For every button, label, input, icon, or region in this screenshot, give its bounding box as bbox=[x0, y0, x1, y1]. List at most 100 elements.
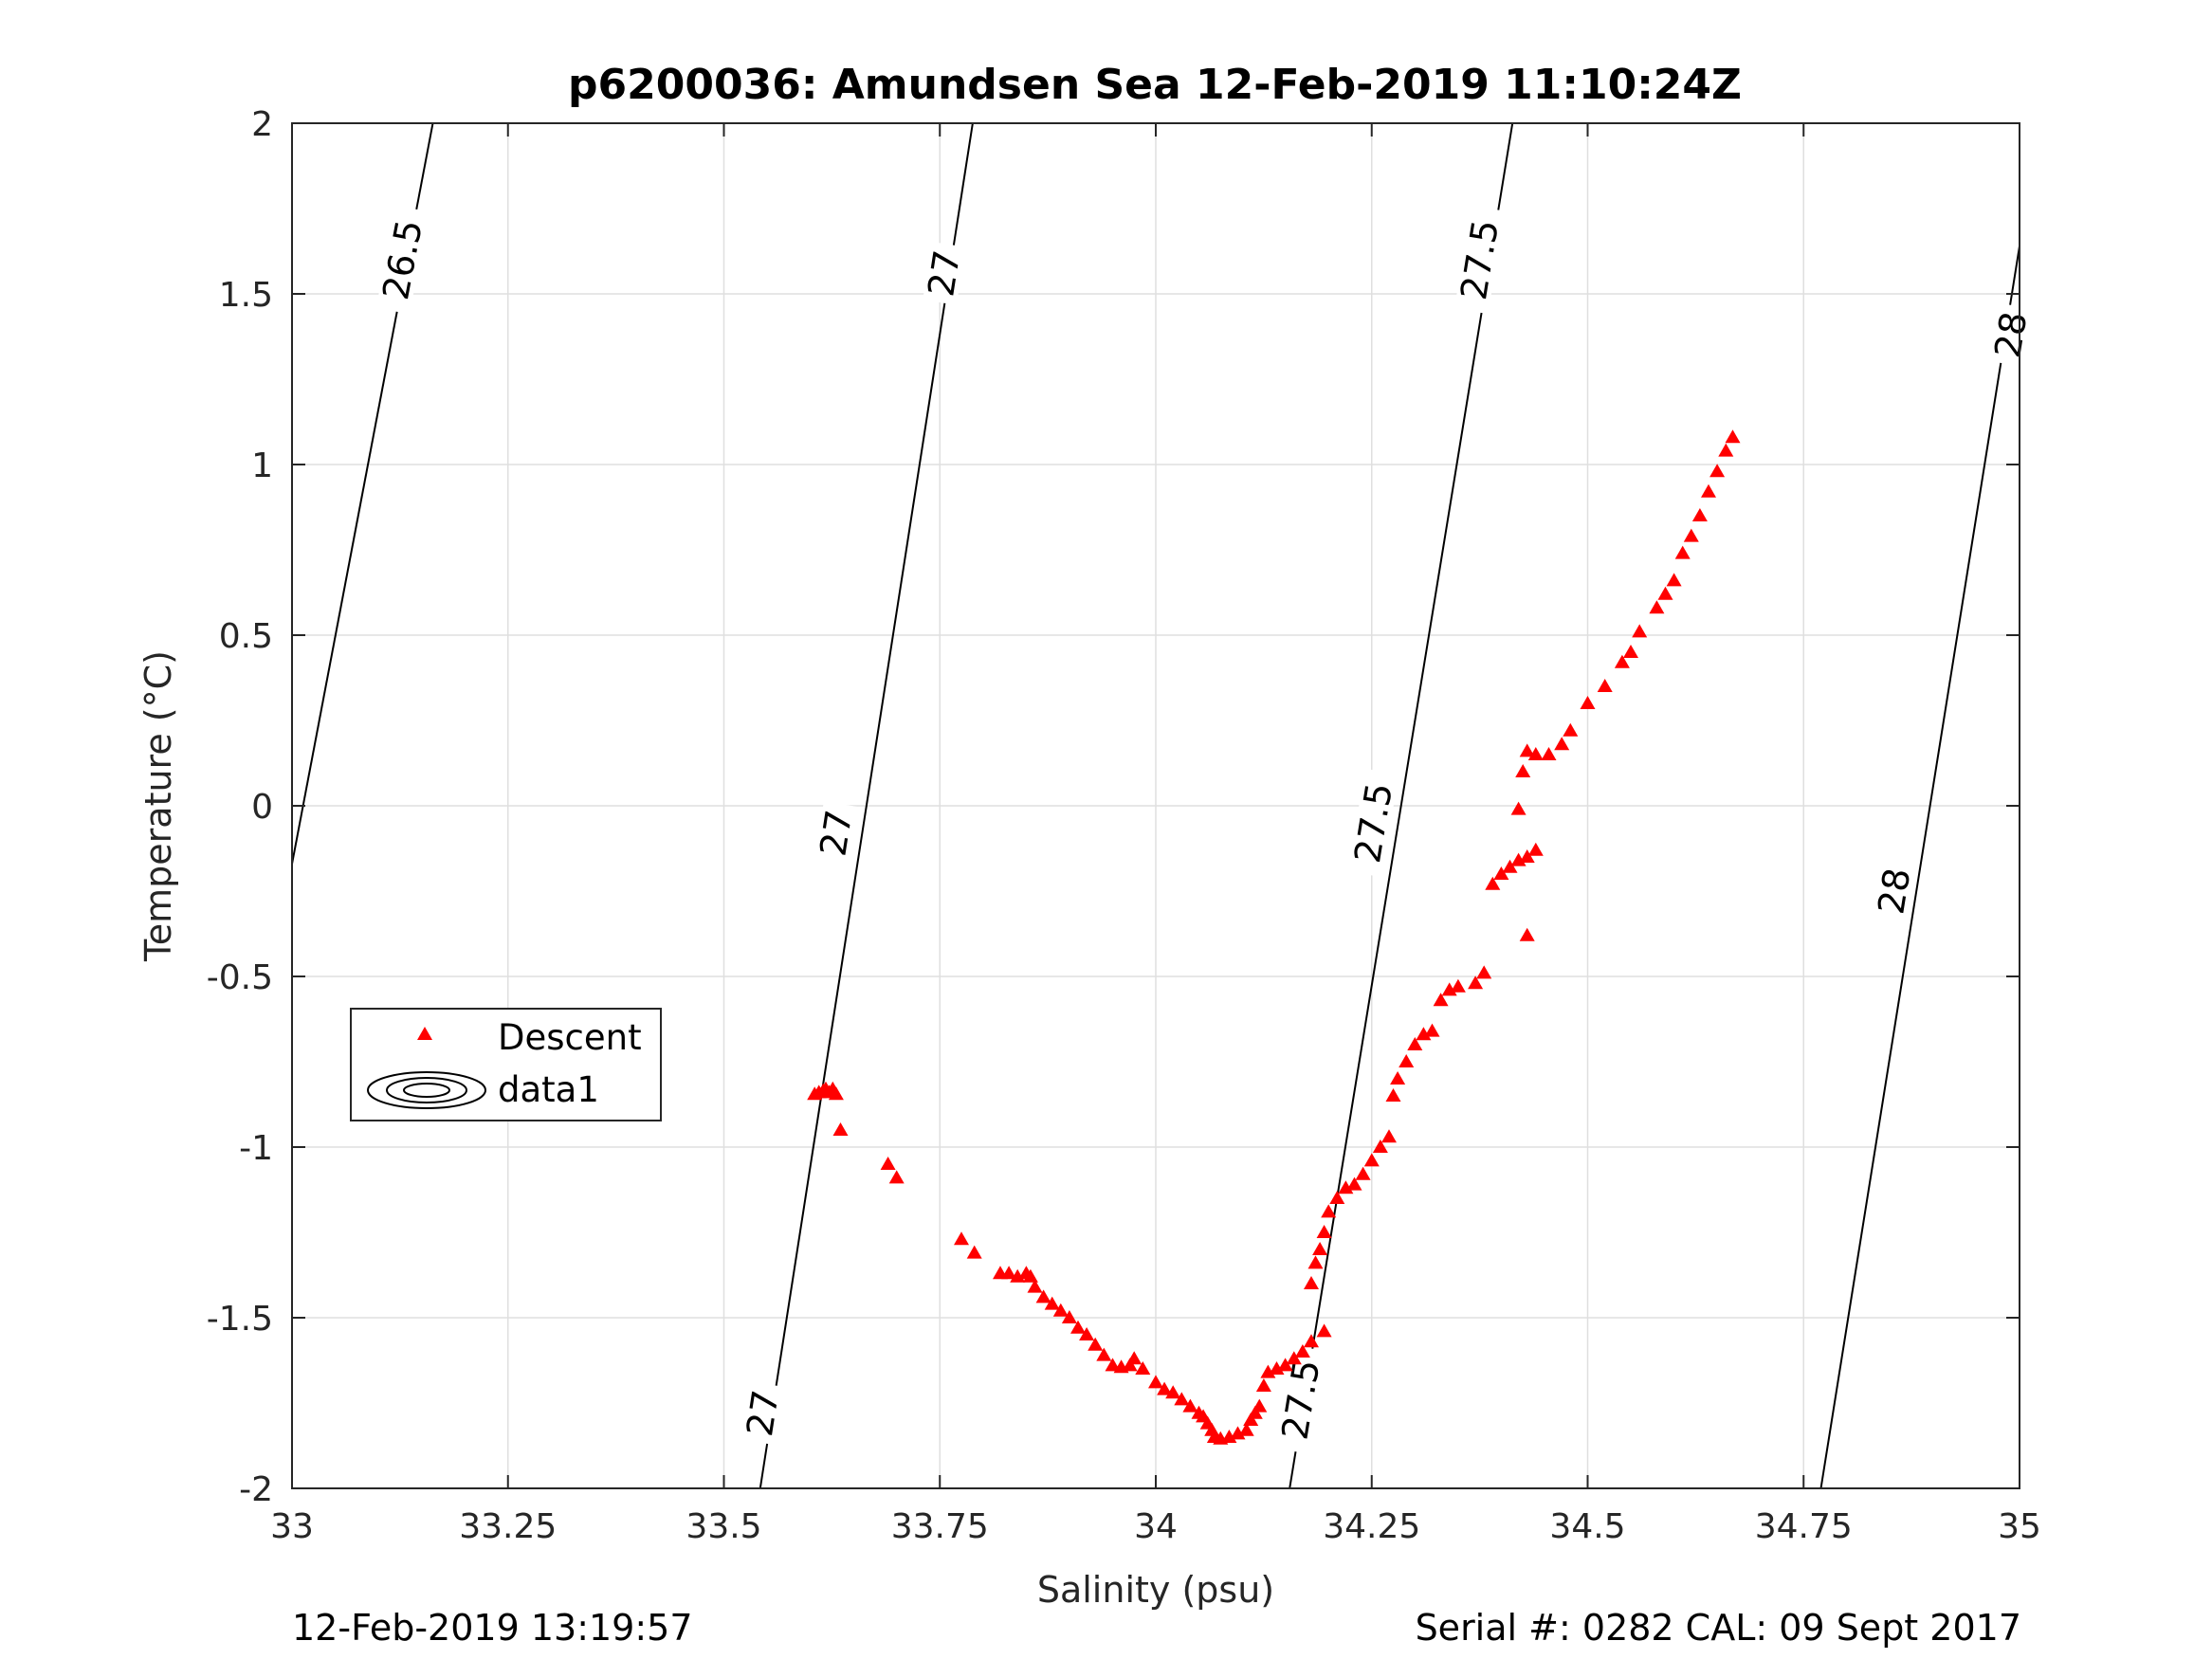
descent-points bbox=[807, 429, 1741, 1445]
y-tick-label: -1.5 bbox=[207, 1300, 273, 1339]
contour-label: 28 bbox=[1870, 866, 1918, 918]
descent-point bbox=[1433, 993, 1449, 1007]
descent-point bbox=[1070, 1320, 1086, 1334]
descent-point bbox=[1252, 1398, 1268, 1413]
descent-point bbox=[1061, 1310, 1077, 1323]
descent-point bbox=[1316, 1323, 1332, 1338]
contour-line-28 bbox=[1819, 246, 2020, 1489]
descent-point bbox=[1519, 849, 1535, 863]
contour-label-bg bbox=[1453, 205, 1506, 315]
descent-point bbox=[1510, 801, 1526, 815]
descent-point bbox=[1468, 975, 1484, 990]
x-tick-label: 35 bbox=[1998, 1507, 2041, 1546]
contour-label: 28 bbox=[1986, 309, 2035, 361]
descent-point bbox=[1519, 927, 1535, 941]
y-tick-labels: -2 -1.5 -1 -0.5 0 0.5 1 1.5 2 bbox=[207, 105, 273, 1509]
descent-point bbox=[1243, 1413, 1259, 1426]
descent-point bbox=[1527, 842, 1544, 856]
descent-point bbox=[1052, 1303, 1069, 1317]
contour-label-group: 28 bbox=[1870, 859, 1918, 923]
chart-title: p6200036: Amundsen Sea 12-Feb-2019 11:10… bbox=[568, 61, 1742, 109]
descent-point bbox=[1346, 1176, 1362, 1191]
descent-point bbox=[1502, 859, 1518, 873]
y-tick-label: 0.5 bbox=[219, 617, 273, 656]
legend-contour-icon bbox=[367, 1071, 486, 1109]
descent-point bbox=[1709, 464, 1726, 478]
descent-point bbox=[1329, 1191, 1345, 1204]
contour-label-bg bbox=[923, 241, 966, 305]
descent-point bbox=[1390, 1071, 1406, 1085]
descent-point bbox=[1321, 1204, 1337, 1218]
descent-point bbox=[1027, 1279, 1043, 1293]
descent-point bbox=[1450, 978, 1466, 993]
descent-point bbox=[1001, 1266, 1017, 1280]
descent-point bbox=[1416, 1027, 1432, 1041]
descent-point bbox=[1510, 852, 1526, 866]
descent-point bbox=[1674, 545, 1691, 559]
legend-box bbox=[350, 1008, 662, 1121]
legend: Descent data1 bbox=[350, 1008, 662, 1121]
descent-point bbox=[1614, 654, 1630, 668]
y-tick-label: -2 bbox=[239, 1470, 273, 1509]
contour-label-group: 28 bbox=[1986, 302, 2035, 367]
descent-point bbox=[1632, 624, 1648, 638]
x-tick-label: 33.5 bbox=[686, 1507, 761, 1546]
descent-point bbox=[1701, 483, 1716, 498]
x-tick-label: 33.75 bbox=[891, 1507, 989, 1546]
descent-point bbox=[832, 1122, 849, 1136]
contour-label-bg bbox=[1873, 859, 1916, 923]
descent-point bbox=[880, 1157, 896, 1170]
descent-point bbox=[1122, 1358, 1138, 1372]
descent-point bbox=[1519, 743, 1535, 757]
descent-point bbox=[1105, 1358, 1121, 1372]
descent-point bbox=[1725, 429, 1741, 444]
footer-serial-cal: Serial #: 0282 CAL: 09 Sept 2017 bbox=[1416, 1607, 2021, 1649]
descent-point bbox=[954, 1231, 969, 1246]
descent-point bbox=[1372, 1139, 1388, 1153]
y-tick-label: 2 bbox=[251, 105, 273, 144]
descent-point bbox=[1657, 586, 1673, 600]
axes-frame bbox=[291, 122, 2020, 1489]
descent-point bbox=[1666, 573, 1682, 587]
descent-point bbox=[1381, 1129, 1397, 1143]
x-tick-label: 33 bbox=[270, 1507, 314, 1546]
y-tick-label: 1.5 bbox=[219, 276, 273, 315]
descent-point bbox=[1247, 1405, 1263, 1419]
descent-point bbox=[1398, 1054, 1415, 1067]
descent-point bbox=[1554, 737, 1570, 751]
descent-point bbox=[1718, 443, 1734, 457]
x-tick-label: 34.25 bbox=[1323, 1507, 1420, 1546]
descent-point bbox=[1441, 982, 1457, 996]
descent-point bbox=[1485, 876, 1501, 890]
contour-line-27-5 bbox=[1289, 122, 1514, 1489]
footer-timestamp: 12-Feb-2019 13:19:57 bbox=[292, 1607, 693, 1649]
y-tick-label: -1 bbox=[239, 1129, 273, 1168]
descent-point bbox=[1044, 1296, 1060, 1310]
descent-point bbox=[1515, 764, 1531, 777]
x-tick-label: 34.5 bbox=[1549, 1507, 1625, 1546]
descent-point bbox=[966, 1245, 982, 1259]
descent-point bbox=[1269, 1361, 1285, 1375]
contour-label-bg bbox=[1275, 1345, 1326, 1454]
contour-label-group: 27 bbox=[812, 801, 860, 866]
descent-point bbox=[1286, 1351, 1302, 1365]
contour-label-bg bbox=[740, 1381, 785, 1446]
descent-point bbox=[1079, 1327, 1095, 1340]
contour-label: 27 bbox=[739, 1388, 787, 1440]
descent-point bbox=[1424, 1023, 1440, 1037]
contour-label-group: 27 bbox=[920, 241, 968, 305]
descent-point bbox=[1476, 965, 1492, 979]
descent-point bbox=[1493, 866, 1509, 880]
x-tick-label: 34.75 bbox=[1755, 1507, 1853, 1546]
descent-point bbox=[1563, 722, 1579, 737]
descent-point bbox=[1338, 1180, 1354, 1194]
legend-data1-label: data1 bbox=[498, 1069, 599, 1110]
descent-point bbox=[1683, 528, 1699, 542]
descent-point bbox=[1096, 1347, 1112, 1361]
descent-point bbox=[1230, 1426, 1246, 1440]
x-tick-label: 33.25 bbox=[459, 1507, 557, 1546]
descent-point bbox=[828, 1086, 844, 1101]
contour-label: 27 bbox=[812, 808, 860, 860]
x-axis-label: Salinity (psu) bbox=[1037, 1569, 1274, 1611]
